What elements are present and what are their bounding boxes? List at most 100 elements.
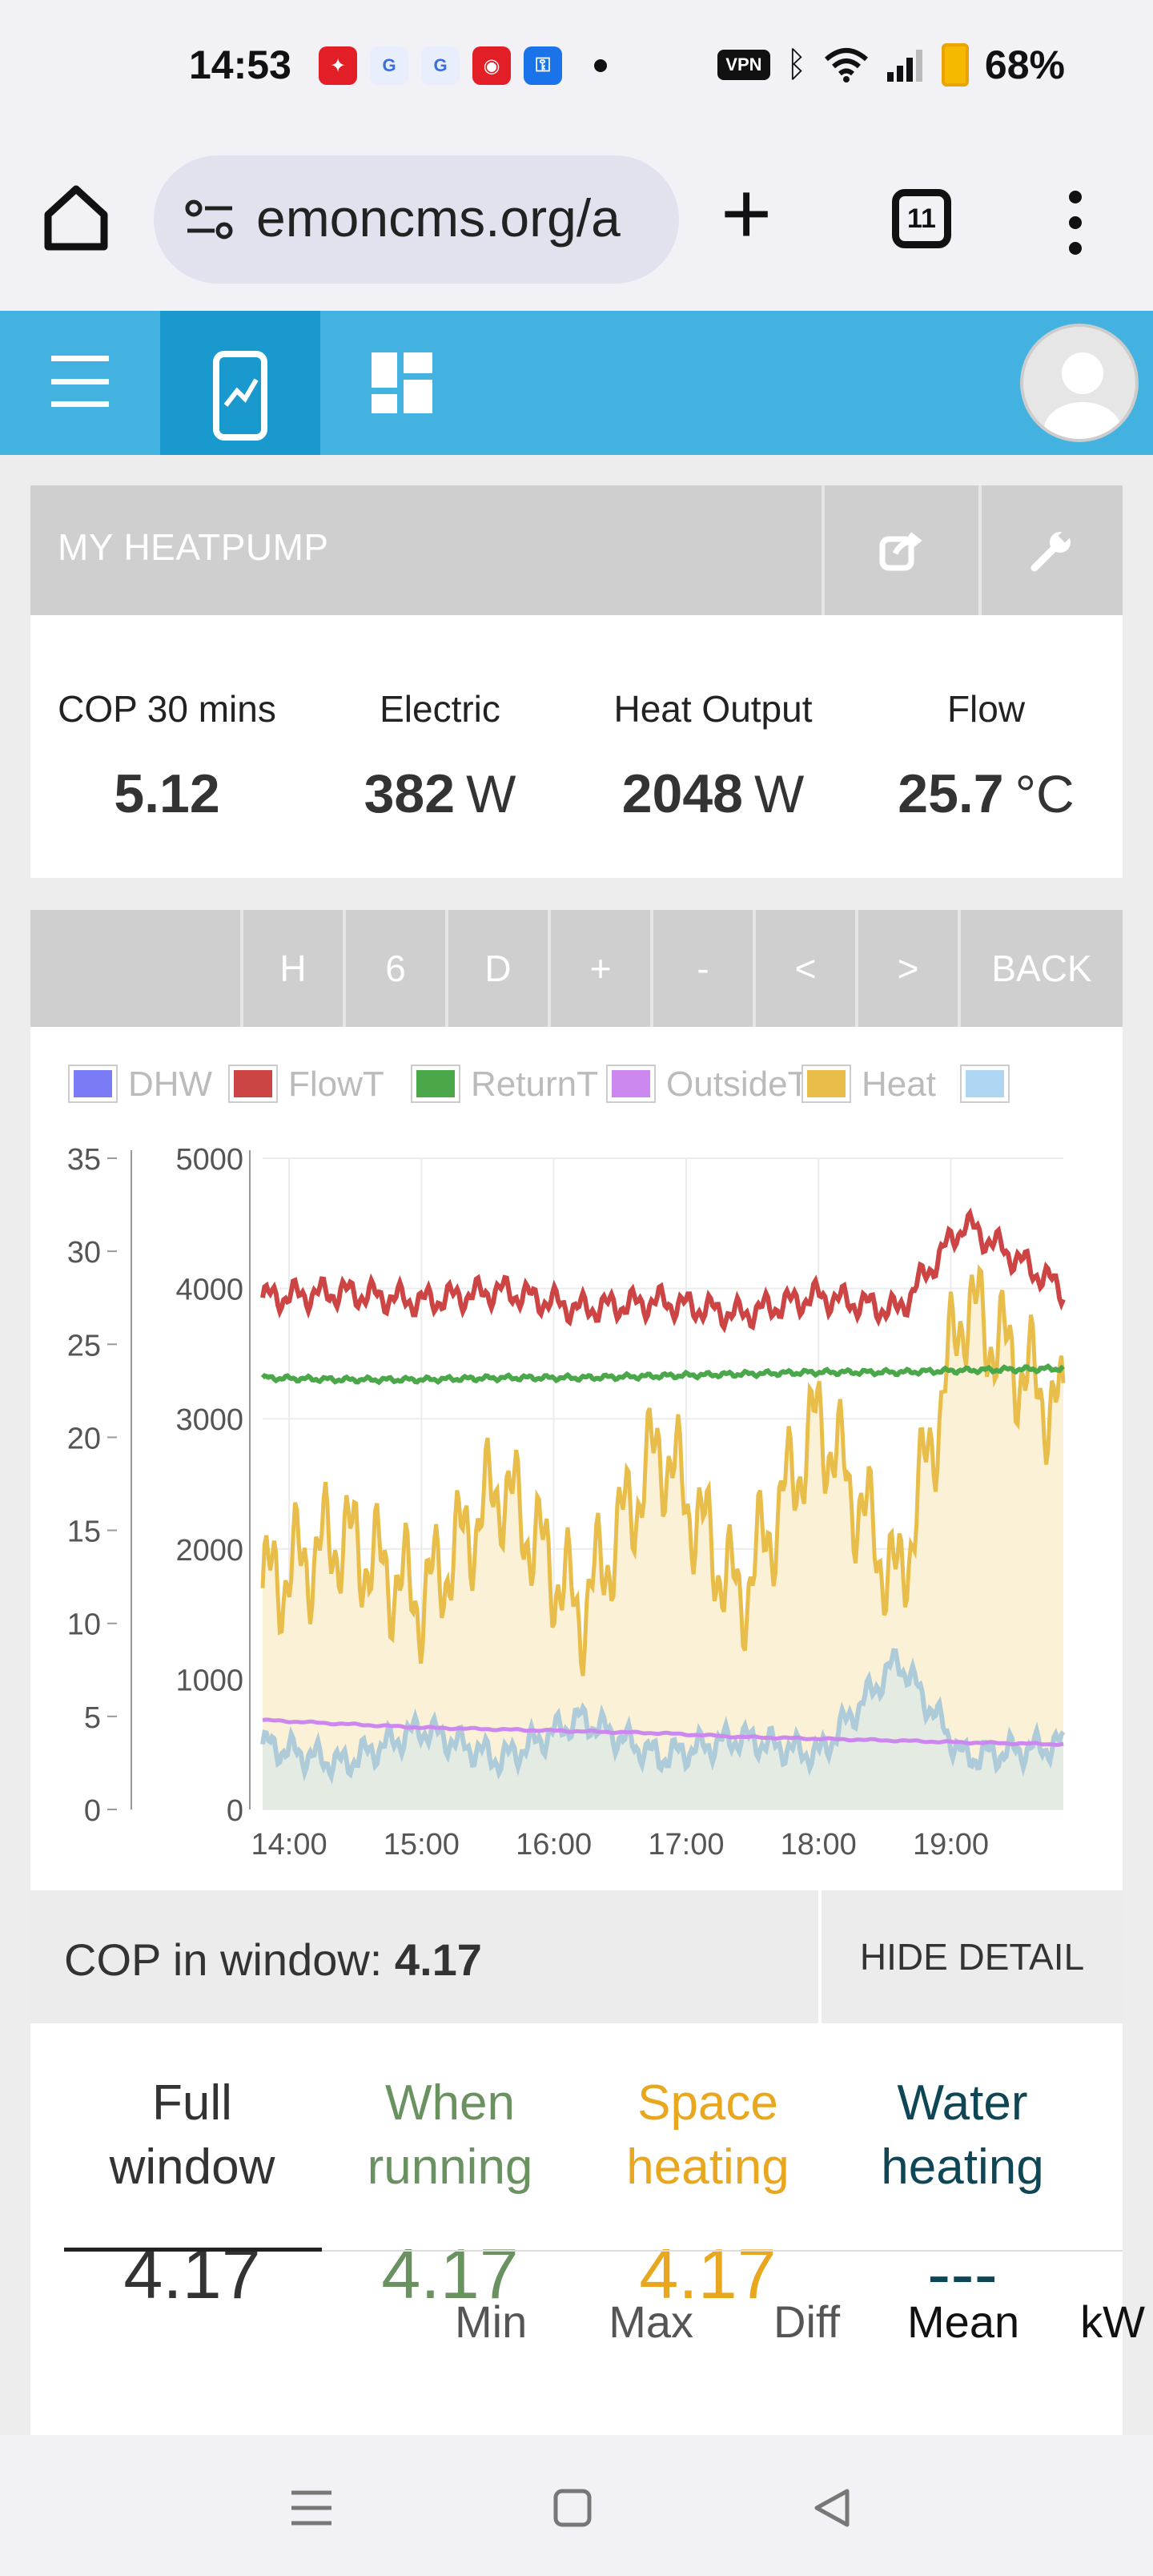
- hamburger-menu-icon[interactable]: [51, 356, 109, 407]
- config-button[interactable]: [978, 485, 1123, 615]
- y-right-tick: 3000: [175, 1403, 243, 1437]
- nav-graph-button[interactable]: [160, 311, 320, 455]
- chart-area[interactable]: DHW FlowT ReturnT OutsideT Heat 0 1000 2000 3000…: [30, 1027, 1123, 1890]
- wifi-icon: [824, 48, 868, 83]
- stat-tab-min[interactable]: Min: [455, 2296, 528, 2347]
- address-bar[interactable]: emoncms.org/a: [154, 155, 679, 284]
- new-tab-icon[interactable]: +: [721, 164, 773, 263]
- cop-col-running[interactable]: When running 4.17: [322, 2071, 578, 2315]
- pan-left-button[interactable]: <: [753, 910, 855, 1027]
- col-head: Full window: [109, 2075, 275, 2195]
- system-nav-bar: [0, 2435, 1153, 2576]
- user-avatar-icon[interactable]: [1020, 324, 1139, 442]
- stat-tab-kw[interactable]: kW: [1080, 2296, 1145, 2347]
- col-head: When running: [367, 2075, 533, 2195]
- active-tab-underline: [64, 2248, 322, 2252]
- col-value: 4.17: [123, 2234, 261, 2313]
- back-nav-icon[interactable]: [812, 2488, 852, 2528]
- stat-tab-mean[interactable]: Mean: [907, 2296, 1020, 2347]
- home-icon[interactable]: [40, 181, 112, 253]
- cop-col-full[interactable]: Full window 4.17: [64, 2071, 320, 2315]
- signal-icon: [886, 50, 922, 82]
- zoom-day-button[interactable]: D: [445, 910, 548, 1027]
- x-tick: 14:00: [251, 1828, 327, 1862]
- cop-window-bar: COP in window: 4.17 HIDE DETAIL: [30, 1890, 1123, 2023]
- stat-label: Heat Output: [613, 688, 813, 730]
- y-right-tick: 2000: [175, 1534, 243, 1568]
- x-tick: 18:00: [781, 1828, 857, 1862]
- notification-icons: ✦ G G ◉ ⚿: [319, 46, 607, 85]
- legend-swatch-outsidet: [612, 1070, 650, 1097]
- zoom-hour-button[interactable]: H: [240, 910, 343, 1027]
- zoom-6h-button[interactable]: 6: [343, 910, 445, 1027]
- legend-swatch-dhw: [74, 1070, 112, 1097]
- col-head: Water heating: [881, 2075, 1044, 2195]
- system-icons: VPN ᛒ 68%: [717, 42, 1065, 88]
- stat-tab-diff[interactable]: Diff: [773, 2296, 841, 2347]
- y-left-tick: 10: [67, 1608, 101, 1642]
- legend-swatch-returnt: [416, 1070, 455, 1097]
- share-button[interactable]: [822, 485, 975, 615]
- share-icon: [879, 532, 922, 571]
- stat-label: Electric: [380, 688, 500, 730]
- y-right-tick: 4000: [175, 1274, 243, 1307]
- bluetooth-icon: ᛒ: [785, 45, 807, 84]
- dashboard-icon[interactable]: [372, 352, 432, 413]
- cop-col-space[interactable]: Space heating 4.17: [580, 2071, 836, 2315]
- back-button[interactable]: BACK: [958, 910, 1123, 1027]
- key-app-icon: ⚿: [524, 46, 562, 85]
- stat-value: 25.7 °C: [898, 763, 1075, 824]
- cop-window-label: COP in window: 4.17: [64, 1934, 482, 1985]
- stat-label: COP 30 mins: [58, 688, 276, 730]
- y-left-tick: 25: [67, 1329, 101, 1362]
- stat-value: 5.12: [114, 763, 220, 824]
- stat-tabs: Min Max Diff Mean kW: [30, 2296, 1153, 2348]
- url-text[interactable]: emoncms.org/a: [256, 188, 621, 248]
- stat-cop: COP 30 mins 5.12: [30, 615, 303, 878]
- cop-window-value: 4.17: [394, 1934, 482, 1985]
- zoom-in-button[interactable]: +: [548, 910, 650, 1027]
- phone-graph-icon: [213, 351, 267, 441]
- recent-apps-icon[interactable]: [290, 2488, 333, 2528]
- legend-label-outsidet: OutsideT: [666, 1065, 810, 1104]
- bank-app-icon: ✦: [319, 46, 357, 85]
- pan-right-button[interactable]: >: [855, 910, 958, 1027]
- browser-toolbar: emoncms.org/a + 11: [0, 136, 1153, 311]
- legend-swatch-extra: [966, 1070, 1004, 1097]
- col-value: 4.17: [639, 2234, 777, 2313]
- stat-flow: Flow 25.7 °C: [850, 615, 1123, 878]
- stat-value: 382 W: [364, 763, 516, 824]
- heatpump-chart[interactable]: DHW FlowT ReturnT OutsideT Heat 0 1000 2000 3000…: [30, 1027, 1123, 1890]
- zoom-out-button[interactable]: -: [650, 910, 753, 1027]
- legend-label-heat: Heat: [862, 1065, 936, 1104]
- col-head: Space heating: [626, 2075, 789, 2195]
- translate-icon-2: G: [421, 46, 460, 85]
- col-value: ---: [927, 2234, 998, 2313]
- legend-swatch-heat: [807, 1070, 846, 1097]
- legend-label-returnt: ReturnT: [471, 1065, 598, 1104]
- electric-area: [263, 1650, 1063, 1809]
- battery-percent: 68%: [984, 42, 1065, 87]
- y-left-tick: 15: [67, 1515, 101, 1549]
- clock: 14:53: [189, 42, 291, 87]
- stat-heat-output: Heat Output 2048 W: [576, 615, 850, 878]
- vpn-icon: VPN: [717, 50, 770, 80]
- y-right-tick: 5000: [175, 1143, 243, 1177]
- stat-tab-max[interactable]: Max: [609, 2296, 694, 2347]
- legend-swatch-flowt: [234, 1070, 272, 1097]
- cop-col-water[interactable]: Water heating ---: [834, 2071, 1091, 2315]
- site-settings-icon[interactable]: [184, 197, 235, 242]
- x-tick: 15:00: [384, 1828, 460, 1862]
- wrench-icon: [1030, 529, 1072, 572]
- panel-title: MY HEATPUMP: [58, 526, 329, 568]
- x-tick: 17:00: [648, 1828, 724, 1862]
- browser-menu-icon[interactable]: [1063, 191, 1087, 255]
- col-value: 4.17: [381, 2234, 519, 2313]
- hide-detail-button[interactable]: HIDE DETAIL: [818, 1890, 1123, 2023]
- tab-switcher-button[interactable]: 11: [892, 189, 951, 248]
- home-nav-icon[interactable]: [552, 2488, 593, 2528]
- stat-label: Flow: [946, 688, 1026, 730]
- translate-icon: G: [370, 46, 408, 85]
- divider: [322, 2250, 1123, 2252]
- series-line-heat: [260, 1264, 1066, 1676]
